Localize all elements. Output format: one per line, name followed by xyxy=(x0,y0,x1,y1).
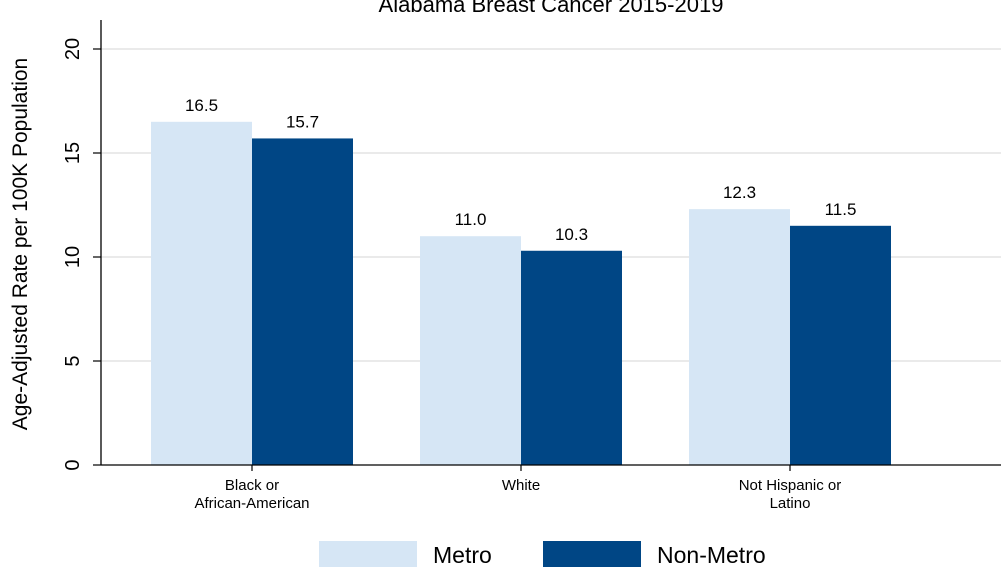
bar-value-label: 11.0 xyxy=(455,210,487,229)
y-tick-label: 0 xyxy=(62,459,84,470)
bar-metro xyxy=(420,236,521,465)
bar-value-label: 10.3 xyxy=(555,225,588,244)
bar-value-label: 12.3 xyxy=(723,183,756,202)
y-tick-label: 15 xyxy=(62,142,84,164)
bar-value-label: 16.5 xyxy=(185,96,218,115)
x-category-label: White xyxy=(502,477,540,494)
y-axis-ticks: 0 5 10 15 20 xyxy=(62,38,101,471)
bar-metro xyxy=(151,121,252,466)
legend-label-non-metro: Non-Metro xyxy=(657,542,766,567)
bar-value-label: 11.5 xyxy=(825,200,857,219)
y-tick-label: 10 xyxy=(62,246,84,268)
bar-non-metro xyxy=(252,138,353,465)
y-axis-label: Age-Adjusted Rate per 100K Population xyxy=(9,58,32,430)
x-category-label: Not Hispanic or Latino xyxy=(739,477,842,512)
x-category-label: Black or African-American xyxy=(194,477,309,512)
bar-value-label: 15.7 xyxy=(286,112,319,131)
y-tick-label: 20 xyxy=(62,38,84,60)
legend: Metro Non-Metro xyxy=(319,541,766,567)
bar-non-metro xyxy=(790,225,891,465)
bar-value-labels: 16.5 15.7 11.0 10.3 12.3 11.5 xyxy=(185,96,856,244)
x-axis-category-labels: Black or African-American White Not Hispani… xyxy=(194,465,841,512)
bar-non-metro xyxy=(521,250,622,465)
legend-swatch-metro xyxy=(319,541,417,567)
legend-swatch-non-metro xyxy=(543,541,641,567)
bars xyxy=(151,121,891,466)
legend-label-metro: Metro xyxy=(433,542,492,567)
bar-metro xyxy=(689,209,790,465)
y-tick-label: 5 xyxy=(62,355,84,366)
chart-title: Alabama Breast Cancer 2015-2019 xyxy=(379,0,724,17)
